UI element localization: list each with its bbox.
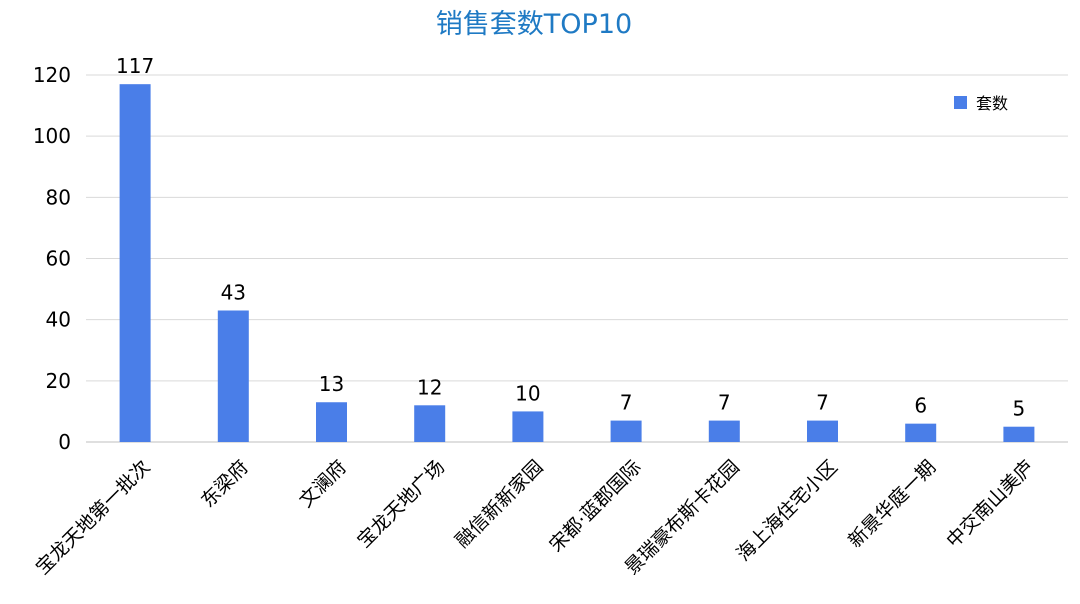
- y-tick-label: 0: [58, 430, 71, 454]
- data-labels: 117 43 13 12 10 7 7 7 6 5: [116, 54, 1025, 421]
- category-label: 中交南山美庐: [942, 456, 1038, 552]
- bar: [807, 420, 838, 442]
- data-label: 12: [417, 375, 442, 399]
- data-label: 7: [816, 391, 829, 415]
- chart-title: 销售套数TOP10: [435, 9, 633, 40]
- category-label: 文澜府: [295, 456, 351, 512]
- category-label: 海上海住宅小区: [732, 456, 842, 566]
- data-label: 10: [515, 381, 540, 405]
- y-axis-ticks: 0 20 40 60 80 100 120: [33, 63, 71, 454]
- bars: [119, 84, 1035, 443]
- data-label: 6: [914, 394, 927, 418]
- legend: 套数: [954, 94, 1008, 113]
- bar: [905, 423, 937, 442]
- data-label: 5: [1013, 397, 1026, 421]
- bar: [217, 310, 249, 442]
- y-tick-label: 20: [46, 369, 71, 393]
- category-label: 新景华庭一期: [844, 456, 940, 552]
- data-label: 117: [116, 54, 154, 78]
- bar: [1003, 426, 1035, 442]
- data-label: 7: [620, 391, 633, 415]
- bar: [610, 420, 642, 442]
- legend-swatch: [954, 96, 967, 109]
- y-tick-label: 40: [46, 308, 71, 332]
- category-label: 宝龙天地广场: [353, 456, 449, 552]
- bar: [316, 402, 347, 442]
- category-label: 宝龙天地第一批次: [32, 456, 155, 579]
- category-labels: 宝龙天地第一批次 东梁府 文澜府 宝龙天地广场 融信新新家园宋都·蓝郡国际景瑞豪布斯卡花…: [32, 456, 1039, 579]
- data-label: 13: [319, 372, 344, 396]
- grid-lines: [86, 74, 1068, 443]
- category-label: 宋都·蓝郡国际: [545, 456, 645, 556]
- data-label: 7: [718, 391, 731, 415]
- y-tick-label: 120: [33, 63, 71, 87]
- y-tick-label: 80: [46, 185, 71, 209]
- y-tick-label: 60: [46, 247, 71, 271]
- category-label: 融信新新家园: [451, 456, 547, 552]
- y-tick-label: 100: [33, 124, 71, 148]
- data-label: 43: [221, 280, 246, 304]
- bar: [119, 84, 151, 443]
- bar: [414, 405, 446, 442]
- legend-label-taoshu: 套数: [976, 94, 1008, 113]
- bar: [512, 411, 544, 442]
- category-label: 东梁府: [197, 456, 253, 512]
- bar: [708, 420, 740, 442]
